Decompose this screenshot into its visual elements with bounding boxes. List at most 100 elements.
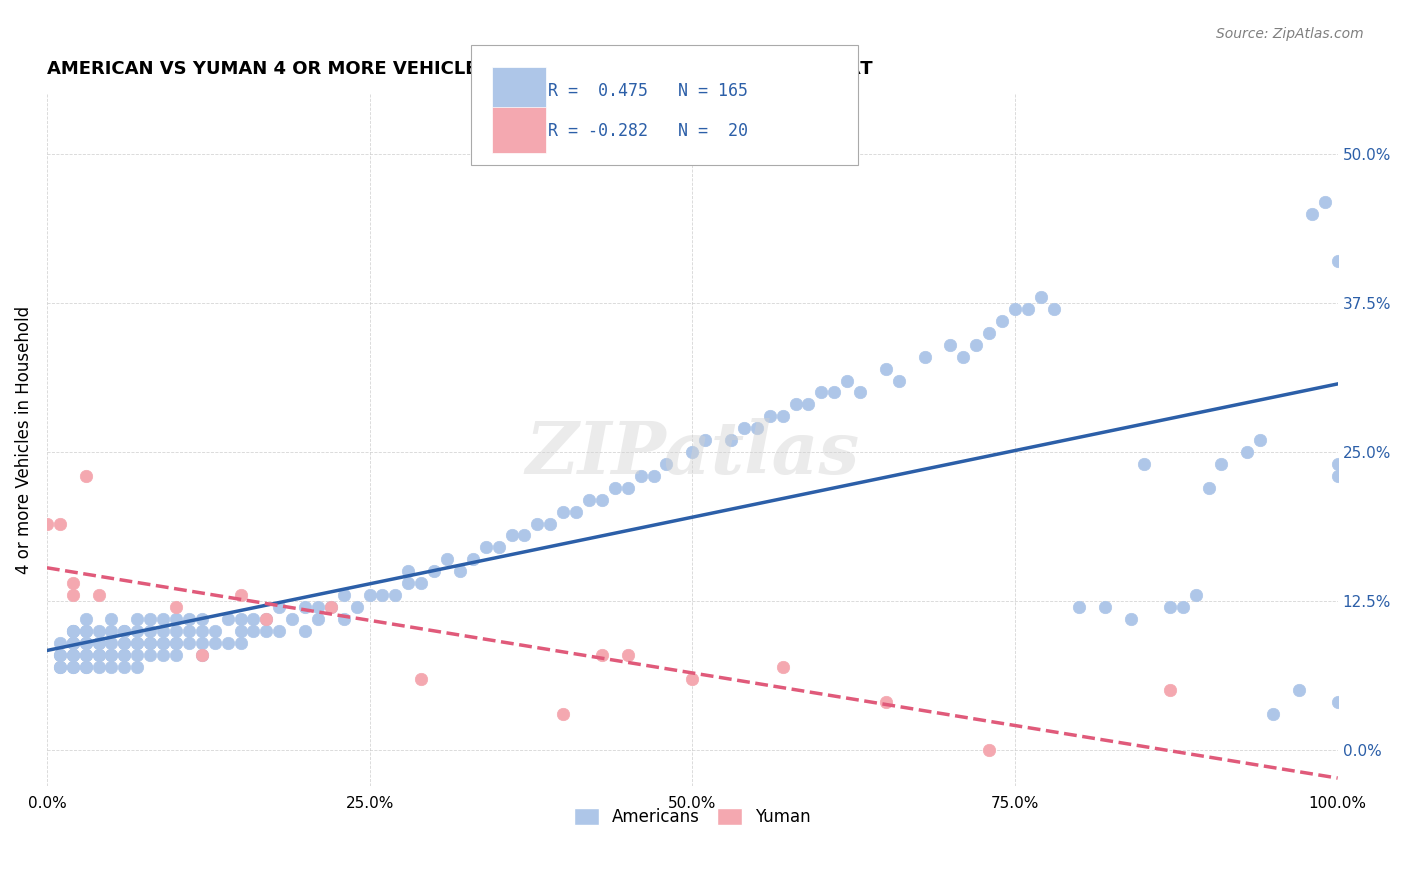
- Point: [75, 636, 97, 650]
- Point: [191, 624, 214, 638]
- Point: [139, 612, 162, 626]
- Point: [254, 612, 277, 626]
- Point: [319, 599, 342, 614]
- Point: [591, 492, 613, 507]
- Point: [1326, 695, 1348, 709]
- Point: [87, 636, 110, 650]
- Point: [1029, 290, 1052, 304]
- Point: [75, 659, 97, 673]
- Point: [1094, 599, 1116, 614]
- Point: [1326, 468, 1348, 483]
- Point: [823, 385, 845, 400]
- Point: [217, 636, 239, 650]
- Point: [100, 648, 122, 662]
- Point: [62, 624, 84, 638]
- Point: [62, 624, 84, 638]
- Point: [758, 409, 780, 424]
- Point: [772, 659, 794, 673]
- Point: [100, 648, 122, 662]
- Point: [112, 636, 135, 650]
- Point: [127, 624, 149, 638]
- Point: [307, 612, 329, 626]
- Point: [62, 648, 84, 662]
- Point: [359, 588, 381, 602]
- Point: [695, 433, 717, 447]
- Point: [501, 528, 523, 542]
- Point: [616, 481, 638, 495]
- Point: [319, 599, 342, 614]
- Point: [152, 636, 174, 650]
- Point: [526, 516, 548, 531]
- Point: [112, 659, 135, 673]
- Point: [411, 576, 433, 591]
- Point: [112, 636, 135, 650]
- Point: [578, 492, 600, 507]
- Point: [75, 648, 97, 662]
- Legend: Americans, Yuman: Americans, Yuman: [567, 801, 817, 833]
- Point: [1198, 481, 1220, 495]
- Point: [797, 397, 820, 411]
- Point: [191, 612, 214, 626]
- Point: [655, 457, 678, 471]
- Point: [720, 433, 742, 447]
- Point: [75, 468, 97, 483]
- Point: [112, 648, 135, 662]
- Point: [939, 337, 962, 351]
- Point: [1133, 457, 1156, 471]
- Point: [139, 636, 162, 650]
- Point: [62, 636, 84, 650]
- Point: [643, 468, 665, 483]
- Point: [49, 648, 72, 662]
- Point: [87, 659, 110, 673]
- Point: [165, 624, 187, 638]
- Point: [139, 624, 162, 638]
- Point: [62, 588, 84, 602]
- Point: [1326, 457, 1348, 471]
- Y-axis label: 4 or more Vehicles in Household: 4 or more Vehicles in Household: [15, 306, 32, 574]
- Point: [396, 576, 419, 591]
- Point: [294, 599, 316, 614]
- Point: [165, 648, 187, 662]
- Point: [177, 612, 200, 626]
- Point: [474, 541, 496, 555]
- Point: [603, 481, 626, 495]
- Point: [127, 612, 149, 626]
- Text: Source: ZipAtlas.com: Source: ZipAtlas.com: [1216, 27, 1364, 41]
- Point: [423, 564, 446, 578]
- Point: [1171, 599, 1194, 614]
- Point: [1288, 683, 1310, 698]
- Point: [62, 659, 84, 673]
- Point: [191, 648, 214, 662]
- Point: [177, 624, 200, 638]
- Point: [229, 624, 252, 638]
- Point: [1326, 254, 1348, 268]
- Point: [204, 636, 226, 650]
- Text: AMERICAN VS YUMAN 4 OR MORE VEHICLES IN HOUSEHOLD CORRELATION CHART: AMERICAN VS YUMAN 4 OR MORE VEHICLES IN …: [46, 60, 873, 78]
- Point: [887, 374, 910, 388]
- Point: [75, 636, 97, 650]
- Point: [87, 636, 110, 650]
- Text: ZIPatlas: ZIPatlas: [526, 418, 859, 490]
- Point: [965, 337, 987, 351]
- Point: [346, 599, 368, 614]
- Point: [49, 659, 72, 673]
- Point: [952, 350, 974, 364]
- Point: [1301, 206, 1323, 220]
- Point: [745, 421, 768, 435]
- Point: [1069, 599, 1091, 614]
- Point: [75, 624, 97, 638]
- Point: [810, 385, 832, 400]
- Point: [294, 624, 316, 638]
- Point: [62, 659, 84, 673]
- Point: [1017, 301, 1039, 316]
- Point: [307, 599, 329, 614]
- Point: [87, 648, 110, 662]
- Point: [152, 612, 174, 626]
- Point: [100, 624, 122, 638]
- Point: [553, 707, 575, 722]
- Point: [62, 648, 84, 662]
- Point: [191, 648, 214, 662]
- Point: [127, 648, 149, 662]
- Point: [553, 505, 575, 519]
- Point: [681, 672, 703, 686]
